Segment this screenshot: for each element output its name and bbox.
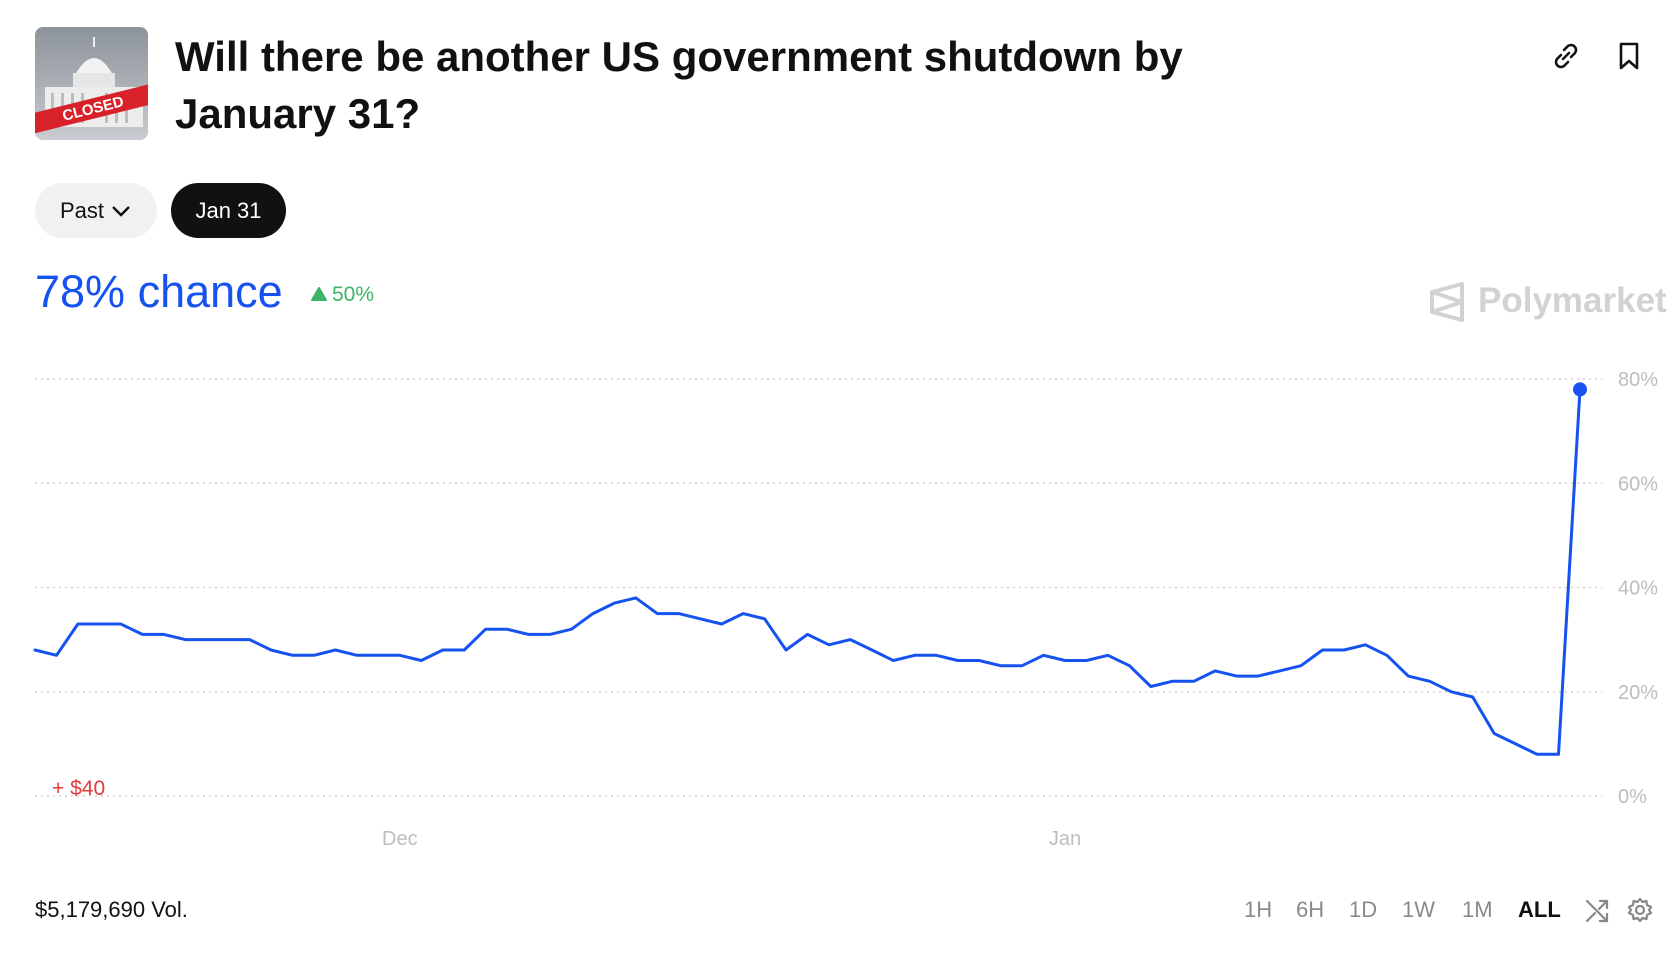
timeframe[interactable]: 1H <box>1244 897 1273 922</box>
y-tick-label: 80% <box>1618 369 1658 391</box>
image-art: CLOSED <box>35 27 148 140</box>
bookmark-icon[interactable] <box>1614 40 1644 72</box>
brand-name: Polymarket <box>1478 281 1667 320</box>
y-tick-label: 20% <box>1618 682 1658 704</box>
filter-date[interactable]: Jan 31 <box>171 183 286 238</box>
compare-icon[interactable] <box>1584 896 1612 924</box>
y-tick-label: 60% <box>1618 473 1658 495</box>
current-point <box>1573 382 1587 397</box>
volume: $5,179,690 Vol. <box>35 897 188 922</box>
y-tick-label: 40% <box>1618 578 1658 600</box>
timeframe[interactable]: 1W <box>1402 897 1435 922</box>
chevron <box>112 205 130 217</box>
timeframe[interactable]: 1D <box>1349 897 1378 922</box>
timeframe[interactable]: 6H <box>1296 897 1325 922</box>
filter-label: Past <box>59 197 105 223</box>
annotation: + $40 <box>52 777 105 800</box>
filter-label: Jan 31 <box>195 197 262 223</box>
y-tick-label: 0% <box>1618 786 1647 808</box>
market-title: Will there be another US government shut… <box>175 33 1183 137</box>
brand-logo <box>1430 282 1464 322</box>
settings-icon[interactable] <box>1626 896 1654 924</box>
up-arrow <box>311 287 327 301</box>
filter-past[interactable]: Past <box>35 183 157 238</box>
market-image: CLOSED <box>35 27 148 140</box>
timeframe[interactable]: 1M <box>1462 897 1493 922</box>
price-line <box>33 387 1582 756</box>
chance: 78% chance <box>35 266 283 317</box>
timeframe[interactable]: ALL <box>1518 897 1561 922</box>
change: 50% <box>332 283 375 306</box>
link-icon[interactable] <box>1550 40 1582 72</box>
x-tick-label: Jan <box>1049 828 1081 850</box>
x-tick-label: Dec <box>382 828 418 850</box>
